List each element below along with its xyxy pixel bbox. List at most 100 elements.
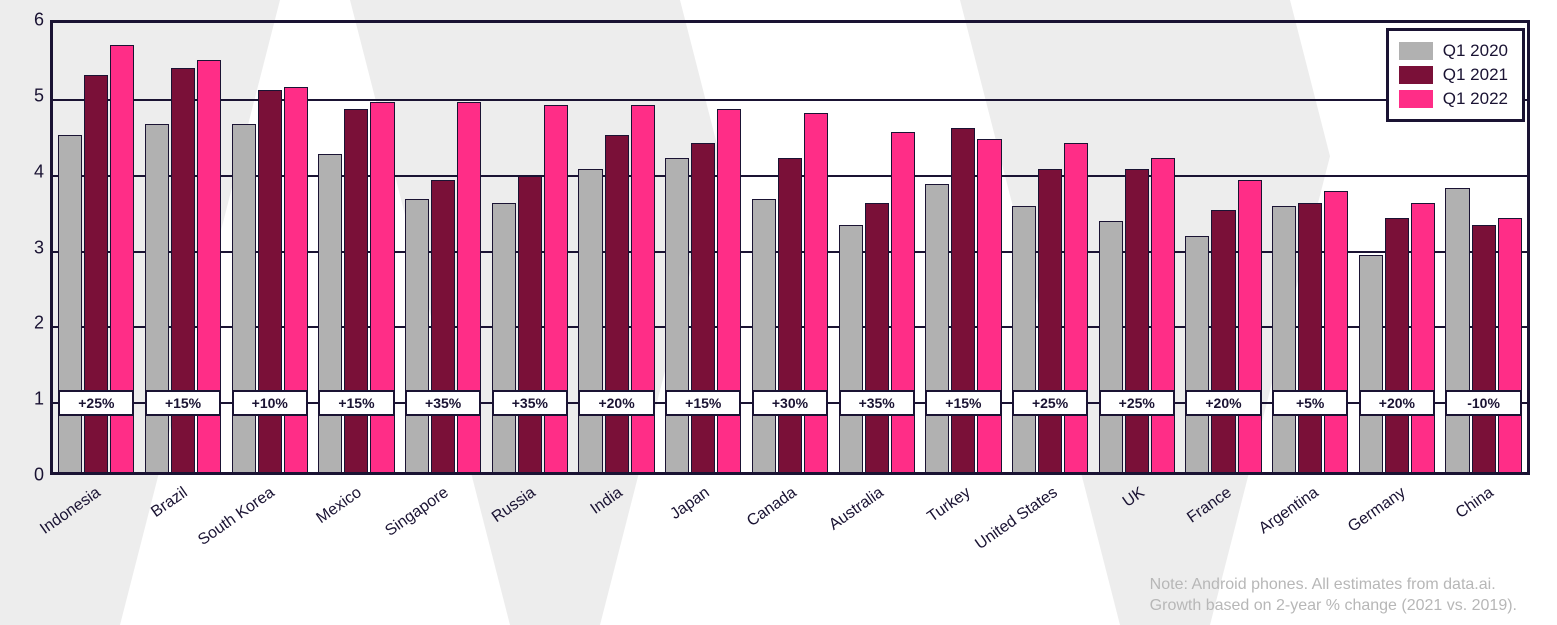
bar	[977, 139, 1001, 472]
bar-group: +15%	[313, 23, 400, 472]
x-tick-label: Mexico	[313, 484, 365, 528]
bar	[1151, 158, 1175, 472]
growth-badge: +15%	[925, 390, 1001, 416]
bar	[145, 124, 169, 472]
x-tick-label: Brazil	[148, 484, 191, 522]
bar	[1324, 191, 1348, 472]
growth-badge: +15%	[145, 390, 221, 416]
growth-badge: +25%	[1099, 390, 1175, 416]
growth-badge: +30%	[752, 390, 828, 416]
legend-label: Q1 2021	[1443, 65, 1508, 85]
bar	[1298, 203, 1322, 472]
y-tick-label: 2	[20, 313, 44, 334]
bar	[891, 132, 915, 472]
bar	[839, 225, 863, 472]
x-tick-label: India	[587, 484, 626, 519]
x-axis-labels: IndonesiaBrazilSouth KoreaMexicoSingapor…	[50, 478, 1530, 568]
bar	[457, 102, 481, 472]
bar	[1012, 206, 1036, 472]
footnote-line: Growth based on 2-year % change (2021 vs…	[1150, 595, 1517, 617]
bar	[951, 128, 975, 472]
bar-group: +5%	[1267, 23, 1354, 472]
bar	[232, 124, 256, 472]
bar-group: +10%	[226, 23, 313, 472]
bar	[544, 105, 568, 472]
bar	[578, 169, 602, 472]
bar	[717, 109, 741, 472]
legend: Q1 2020 Q1 2021 Q1 2022	[1386, 28, 1525, 122]
legend-item: Q1 2021	[1399, 65, 1508, 85]
footnote-line: Note: Android phones. All estimates from…	[1150, 574, 1517, 596]
bar-group: +35%	[833, 23, 920, 472]
x-tick-label: Australia	[826, 484, 887, 534]
bar	[605, 135, 629, 472]
growth-badge: +15%	[318, 390, 394, 416]
bar	[665, 158, 689, 472]
growth-badge: +20%	[1185, 390, 1261, 416]
x-tick-label: Russia	[489, 484, 539, 527]
bar-group: +30%	[747, 23, 834, 472]
bar	[431, 180, 455, 472]
bar	[1064, 143, 1088, 472]
legend-item: Q1 2022	[1399, 89, 1508, 109]
bar-group: +15%	[920, 23, 1007, 472]
bar	[1385, 218, 1409, 472]
bar	[1185, 236, 1209, 472]
growth-badge: +35%	[405, 390, 481, 416]
bar	[318, 154, 342, 472]
bar-group: +20%	[573, 23, 660, 472]
legend-swatch	[1399, 42, 1433, 60]
legend-label: Q1 2020	[1443, 41, 1508, 61]
bar	[1272, 206, 1296, 472]
chart-container: 0123456 +25%+15%+10%+15%+35%+35%+20%+15%…	[0, 0, 1557, 625]
legend-label: Q1 2022	[1443, 89, 1508, 109]
bar-group: +25%	[1093, 23, 1180, 472]
bar-group: +20%	[1180, 23, 1267, 472]
bar-group: +15%	[140, 23, 227, 472]
bar	[1125, 169, 1149, 472]
x-tick-label: Japan	[667, 484, 713, 524]
y-tick-label: 4	[20, 161, 44, 182]
legend-swatch	[1399, 66, 1433, 84]
x-tick-label: UK	[1120, 484, 1149, 511]
bar	[405, 199, 429, 472]
bar	[1038, 169, 1062, 472]
bar	[370, 102, 394, 472]
bar-group: +35%	[487, 23, 574, 472]
x-tick-label: Indonesia	[37, 484, 104, 539]
bar	[1498, 218, 1522, 472]
x-tick-label: France	[1185, 484, 1236, 527]
bar	[778, 158, 802, 472]
growth-badge: +35%	[839, 390, 915, 416]
bar-group: +25%	[1007, 23, 1094, 472]
legend-swatch	[1399, 90, 1433, 108]
y-tick-label: 6	[20, 10, 44, 31]
x-tick-label: Turkey	[925, 484, 975, 526]
bar-group: +25%	[53, 23, 140, 472]
bar	[344, 109, 368, 472]
y-tick-label: 5	[20, 85, 44, 106]
bar-group: +15%	[660, 23, 747, 472]
y-tick-label: 1	[20, 389, 44, 410]
bar	[1211, 210, 1235, 472]
bar	[925, 184, 949, 472]
y-tick-label: 0	[20, 465, 44, 486]
growth-badge: +25%	[1012, 390, 1088, 416]
x-tick-label: Germany	[1346, 484, 1410, 536]
footnote: Note: Android phones. All estimates from…	[1150, 574, 1517, 617]
bar	[1472, 225, 1496, 472]
bar	[518, 176, 542, 472]
bar	[1238, 180, 1262, 472]
growth-badge: +20%	[578, 390, 654, 416]
bar	[691, 143, 715, 472]
legend-item: Q1 2020	[1399, 41, 1508, 61]
bar	[1411, 203, 1435, 472]
growth-badge: +15%	[665, 390, 741, 416]
x-tick-label: China	[1452, 484, 1497, 523]
growth-badge: +25%	[58, 390, 134, 416]
bar	[1099, 221, 1123, 472]
plot-area: +25% +15% +10% +15% +35% +35% +20% +15% +30% +35%…	[50, 20, 1530, 475]
growth-badge: -10%	[1445, 390, 1521, 416]
growth-badge: +10%	[232, 390, 308, 416]
growth-badge: +35%	[492, 390, 568, 416]
